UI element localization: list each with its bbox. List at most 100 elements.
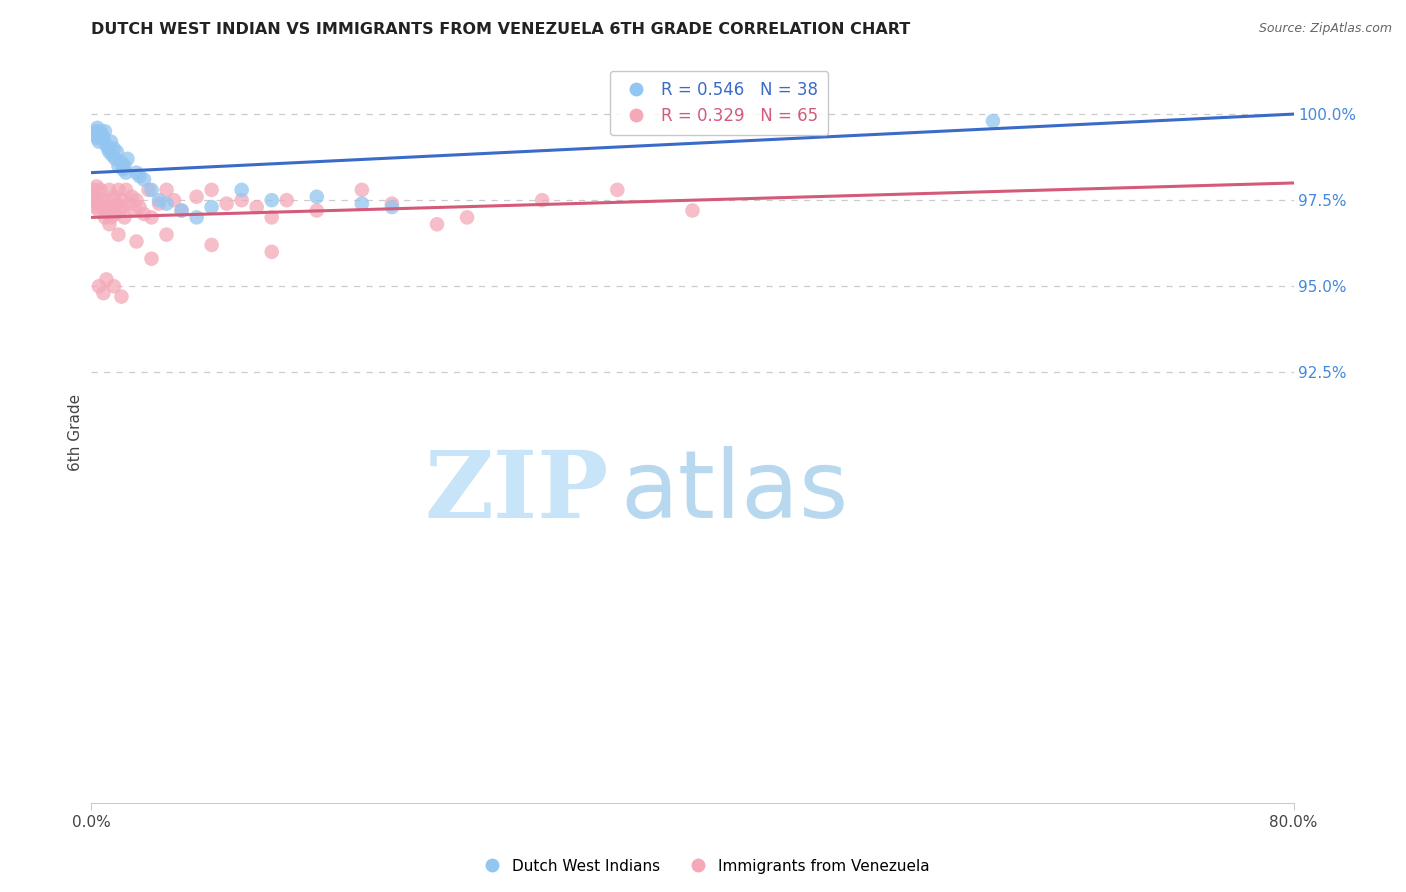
- Point: [94, 124, 117, 138]
- Point: [141, 211, 163, 225]
- Point: [96, 272, 118, 286]
- Point: [84, 124, 107, 138]
- Text: DUTCH WEST INDIAN VS IMMIGRANTS FROM VENEZUELA 6TH GRADE CORRELATION CHART: DUTCH WEST INDIAN VS IMMIGRANTS FROM VEN…: [91, 22, 911, 37]
- Point: [100, 135, 122, 149]
- Point: [90, 193, 112, 207]
- Point: [141, 183, 163, 197]
- Point: [97, 142, 120, 156]
- Point: [246, 200, 269, 214]
- Point: [86, 120, 108, 135]
- Point: [117, 152, 139, 166]
- Point: [111, 162, 134, 177]
- Point: [201, 183, 224, 197]
- Point: [103, 279, 125, 293]
- Point: [456, 211, 478, 225]
- Point: [260, 193, 283, 207]
- Point: [128, 169, 150, 183]
- Point: [260, 211, 283, 225]
- Point: [103, 142, 125, 156]
- Point: [114, 211, 136, 225]
- Point: [350, 196, 373, 211]
- Point: [87, 135, 110, 149]
- Point: [170, 203, 193, 218]
- Point: [107, 159, 129, 173]
- Point: [305, 203, 328, 218]
- Point: [186, 211, 208, 225]
- Point: [96, 138, 118, 153]
- Point: [132, 207, 155, 221]
- Point: [86, 179, 108, 194]
- Point: [155, 196, 177, 211]
- Point: [84, 200, 107, 214]
- Point: [186, 190, 208, 204]
- Point: [87, 203, 110, 218]
- Point: [86, 196, 108, 211]
- Point: [201, 238, 224, 252]
- Point: [125, 193, 148, 207]
- Legend: Dutch West Indians, Immigrants from Venezuela: Dutch West Indians, Immigrants from Vene…: [471, 853, 935, 880]
- Point: [110, 155, 132, 169]
- Point: [148, 196, 170, 211]
- Point: [231, 183, 253, 197]
- Point: [101, 148, 124, 162]
- Point: [89, 183, 111, 197]
- Point: [87, 279, 110, 293]
- Point: [124, 203, 146, 218]
- Point: [93, 286, 115, 301]
- Point: [107, 183, 129, 197]
- Point: [531, 193, 554, 207]
- Point: [155, 183, 177, 197]
- Point: [89, 124, 111, 138]
- Point: [98, 145, 121, 159]
- Point: [96, 193, 118, 207]
- Point: [104, 207, 127, 221]
- Point: [98, 183, 121, 197]
- Point: [132, 172, 155, 186]
- Point: [100, 211, 122, 225]
- Point: [426, 217, 449, 231]
- Point: [86, 131, 108, 145]
- Point: [105, 145, 128, 159]
- Point: [105, 196, 128, 211]
- Point: [981, 114, 1004, 128]
- Point: [108, 203, 131, 218]
- Point: [118, 196, 141, 211]
- Point: [97, 203, 120, 218]
- Point: [103, 190, 125, 204]
- Point: [128, 200, 150, 214]
- Point: [381, 196, 404, 211]
- Point: [681, 203, 703, 218]
- Point: [305, 190, 328, 204]
- Point: [83, 183, 105, 197]
- Point: [93, 131, 115, 145]
- Y-axis label: 6th Grade: 6th Grade: [67, 394, 83, 471]
- Text: atlas: atlas: [620, 446, 849, 538]
- Point: [381, 200, 404, 214]
- Legend: R = 0.546   N = 38, R = 0.329   N = 65: R = 0.546 N = 38, R = 0.329 N = 65: [610, 70, 828, 135]
- Point: [170, 203, 193, 218]
- Point: [125, 235, 148, 249]
- Point: [148, 193, 170, 207]
- Point: [141, 252, 163, 266]
- Point: [231, 193, 253, 207]
- Point: [83, 128, 105, 142]
- Point: [101, 200, 124, 214]
- Point: [83, 193, 105, 207]
- Point: [125, 166, 148, 180]
- Point: [111, 200, 134, 214]
- Point: [110, 193, 132, 207]
- Point: [163, 193, 186, 207]
- Point: [110, 290, 132, 304]
- Point: [201, 200, 224, 214]
- Point: [260, 244, 283, 259]
- Point: [276, 193, 298, 207]
- Point: [114, 159, 136, 173]
- Point: [215, 196, 238, 211]
- Point: [115, 183, 138, 197]
- Point: [104, 152, 127, 166]
- Point: [84, 190, 107, 204]
- Point: [93, 200, 115, 214]
- Point: [121, 190, 143, 204]
- Point: [107, 227, 129, 242]
- Point: [155, 227, 177, 242]
